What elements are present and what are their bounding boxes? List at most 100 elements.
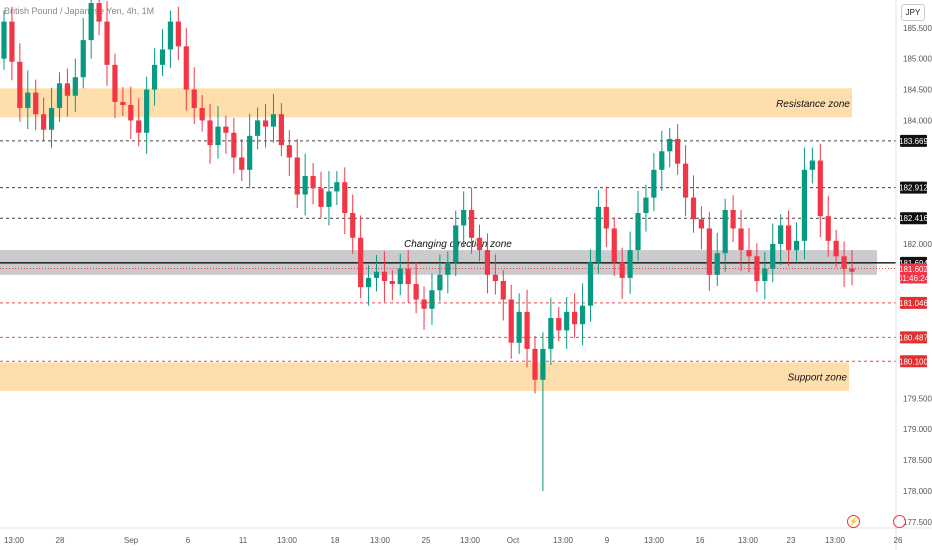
candle-body [128,104,134,121]
candle-body [825,216,831,241]
y-tick-6: 179.000 [903,425,932,434]
bolt-icon[interactable]: ⚡ [847,515,860,528]
candle-body [270,114,277,127]
candle-body [762,268,768,281]
candle-body [603,206,609,229]
candle-body [793,240,800,251]
candle-body [675,138,681,164]
candle-body [159,49,166,65]
candle-body [548,318,554,349]
candle-body [175,21,181,47]
candle-body [722,209,728,254]
candle-body [508,299,514,343]
chart-title: British Pound / Japanese Yen, 4h, 1M [4,6,155,16]
candle-body [619,262,625,278]
candle-body [247,135,253,170]
y-tick-3: 184.000 [903,116,932,125]
candle-body [453,225,459,263]
y-tick-9: 177.500 [903,518,932,527]
candle-body [833,240,839,257]
candle-body [572,311,578,325]
candle-body [595,206,601,263]
candle-body [849,268,855,272]
y-tick-8: 178.000 [903,487,932,496]
candle-body [9,21,15,62]
x-tick-9: 13:00 [460,536,481,545]
candle-body [738,228,744,251]
candle-body [389,280,395,285]
candle-body [136,120,142,133]
candle-body [524,311,530,349]
candle-body [278,114,284,146]
candle-body [17,61,23,109]
candle-body [413,284,419,300]
candle-body [437,274,443,291]
candle-body [445,262,451,275]
candle-body [635,213,641,251]
last-price-value: 181.602 [899,265,928,274]
candle-body [706,228,712,275]
y-tick-1: 185.000 [903,55,932,64]
candle-body [587,262,594,306]
y-tick-2: 184.500 [903,86,932,95]
level-tag-6: 180.100 [899,357,928,366]
x-tick-4: 11 [239,536,248,545]
candle-body [484,250,491,275]
candle-body [698,219,705,229]
candle-body [659,151,665,170]
candle-body [151,64,158,90]
candle-body [817,160,823,217]
x-tick-5: 13:00 [277,536,298,545]
price-axis: 185.500 185.000 184.500 184.000 182.000 179.5… [895,0,932,550]
candle-body [223,126,229,133]
candle-body [421,299,427,309]
candle-body [231,132,237,158]
candle-body [342,182,348,214]
candle-body [72,77,78,96]
x-tick-7: 13:00 [370,536,391,545]
candle-body [56,83,63,109]
candle-body [381,271,388,281]
level-tag-bg-0 [900,134,927,147]
level-tag-3: 181.694 [899,259,928,268]
candle-body [215,126,221,146]
candle-body [373,271,380,278]
candle-body [350,213,356,238]
candle-body [611,228,617,263]
x-tick-11: 13:00 [553,536,574,545]
candle-body [96,3,102,22]
candle-body [730,209,736,229]
x-tick-10: Oct [507,536,520,545]
candle-body [167,21,174,50]
level-tag-bg-1 [900,181,927,194]
level-tag-bg-4 [900,296,927,309]
settings-circle-icon[interactable] [893,515,906,528]
zone-label-2: Support zone [788,373,848,384]
level-tag-5: 180.487 [899,333,928,342]
candle-body [1,21,7,59]
level-tag-1: 182.912 [899,184,928,193]
candle-body [532,348,538,380]
level-tag-bg-5 [900,331,927,344]
candle-body [540,348,546,380]
candle-body [33,92,39,115]
candle-body [358,237,364,288]
y-tick-4: 182.000 [903,240,932,249]
zone-0 [0,88,852,118]
candle-body [841,256,847,269]
candle-body [239,157,245,170]
candle-body [492,274,498,281]
x-tick-14: 16 [696,536,705,545]
level-tag-bg-6 [900,355,927,368]
y-tick-0: 185.500 [903,24,932,33]
currency-button[interactable]: JPY [901,4,925,21]
level-tag-bg-2 [900,212,927,225]
candle-body [199,108,205,121]
candle-body [25,92,31,109]
candle-body [310,176,316,189]
candle-body [801,169,808,241]
candle-body [682,163,689,198]
candle-body [397,268,403,285]
candle-body [564,311,570,331]
